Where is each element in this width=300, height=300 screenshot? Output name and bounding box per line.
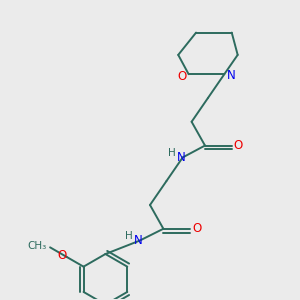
Text: O: O [178,70,187,83]
Text: N: N [134,234,142,247]
Text: H: H [168,148,176,158]
Text: O: O [234,139,243,152]
Text: H: H [125,231,133,241]
Text: CH₃: CH₃ [28,241,47,251]
Text: O: O [58,249,67,262]
Text: N: N [177,151,186,164]
Text: O: O [192,222,201,235]
Text: N: N [226,69,235,82]
